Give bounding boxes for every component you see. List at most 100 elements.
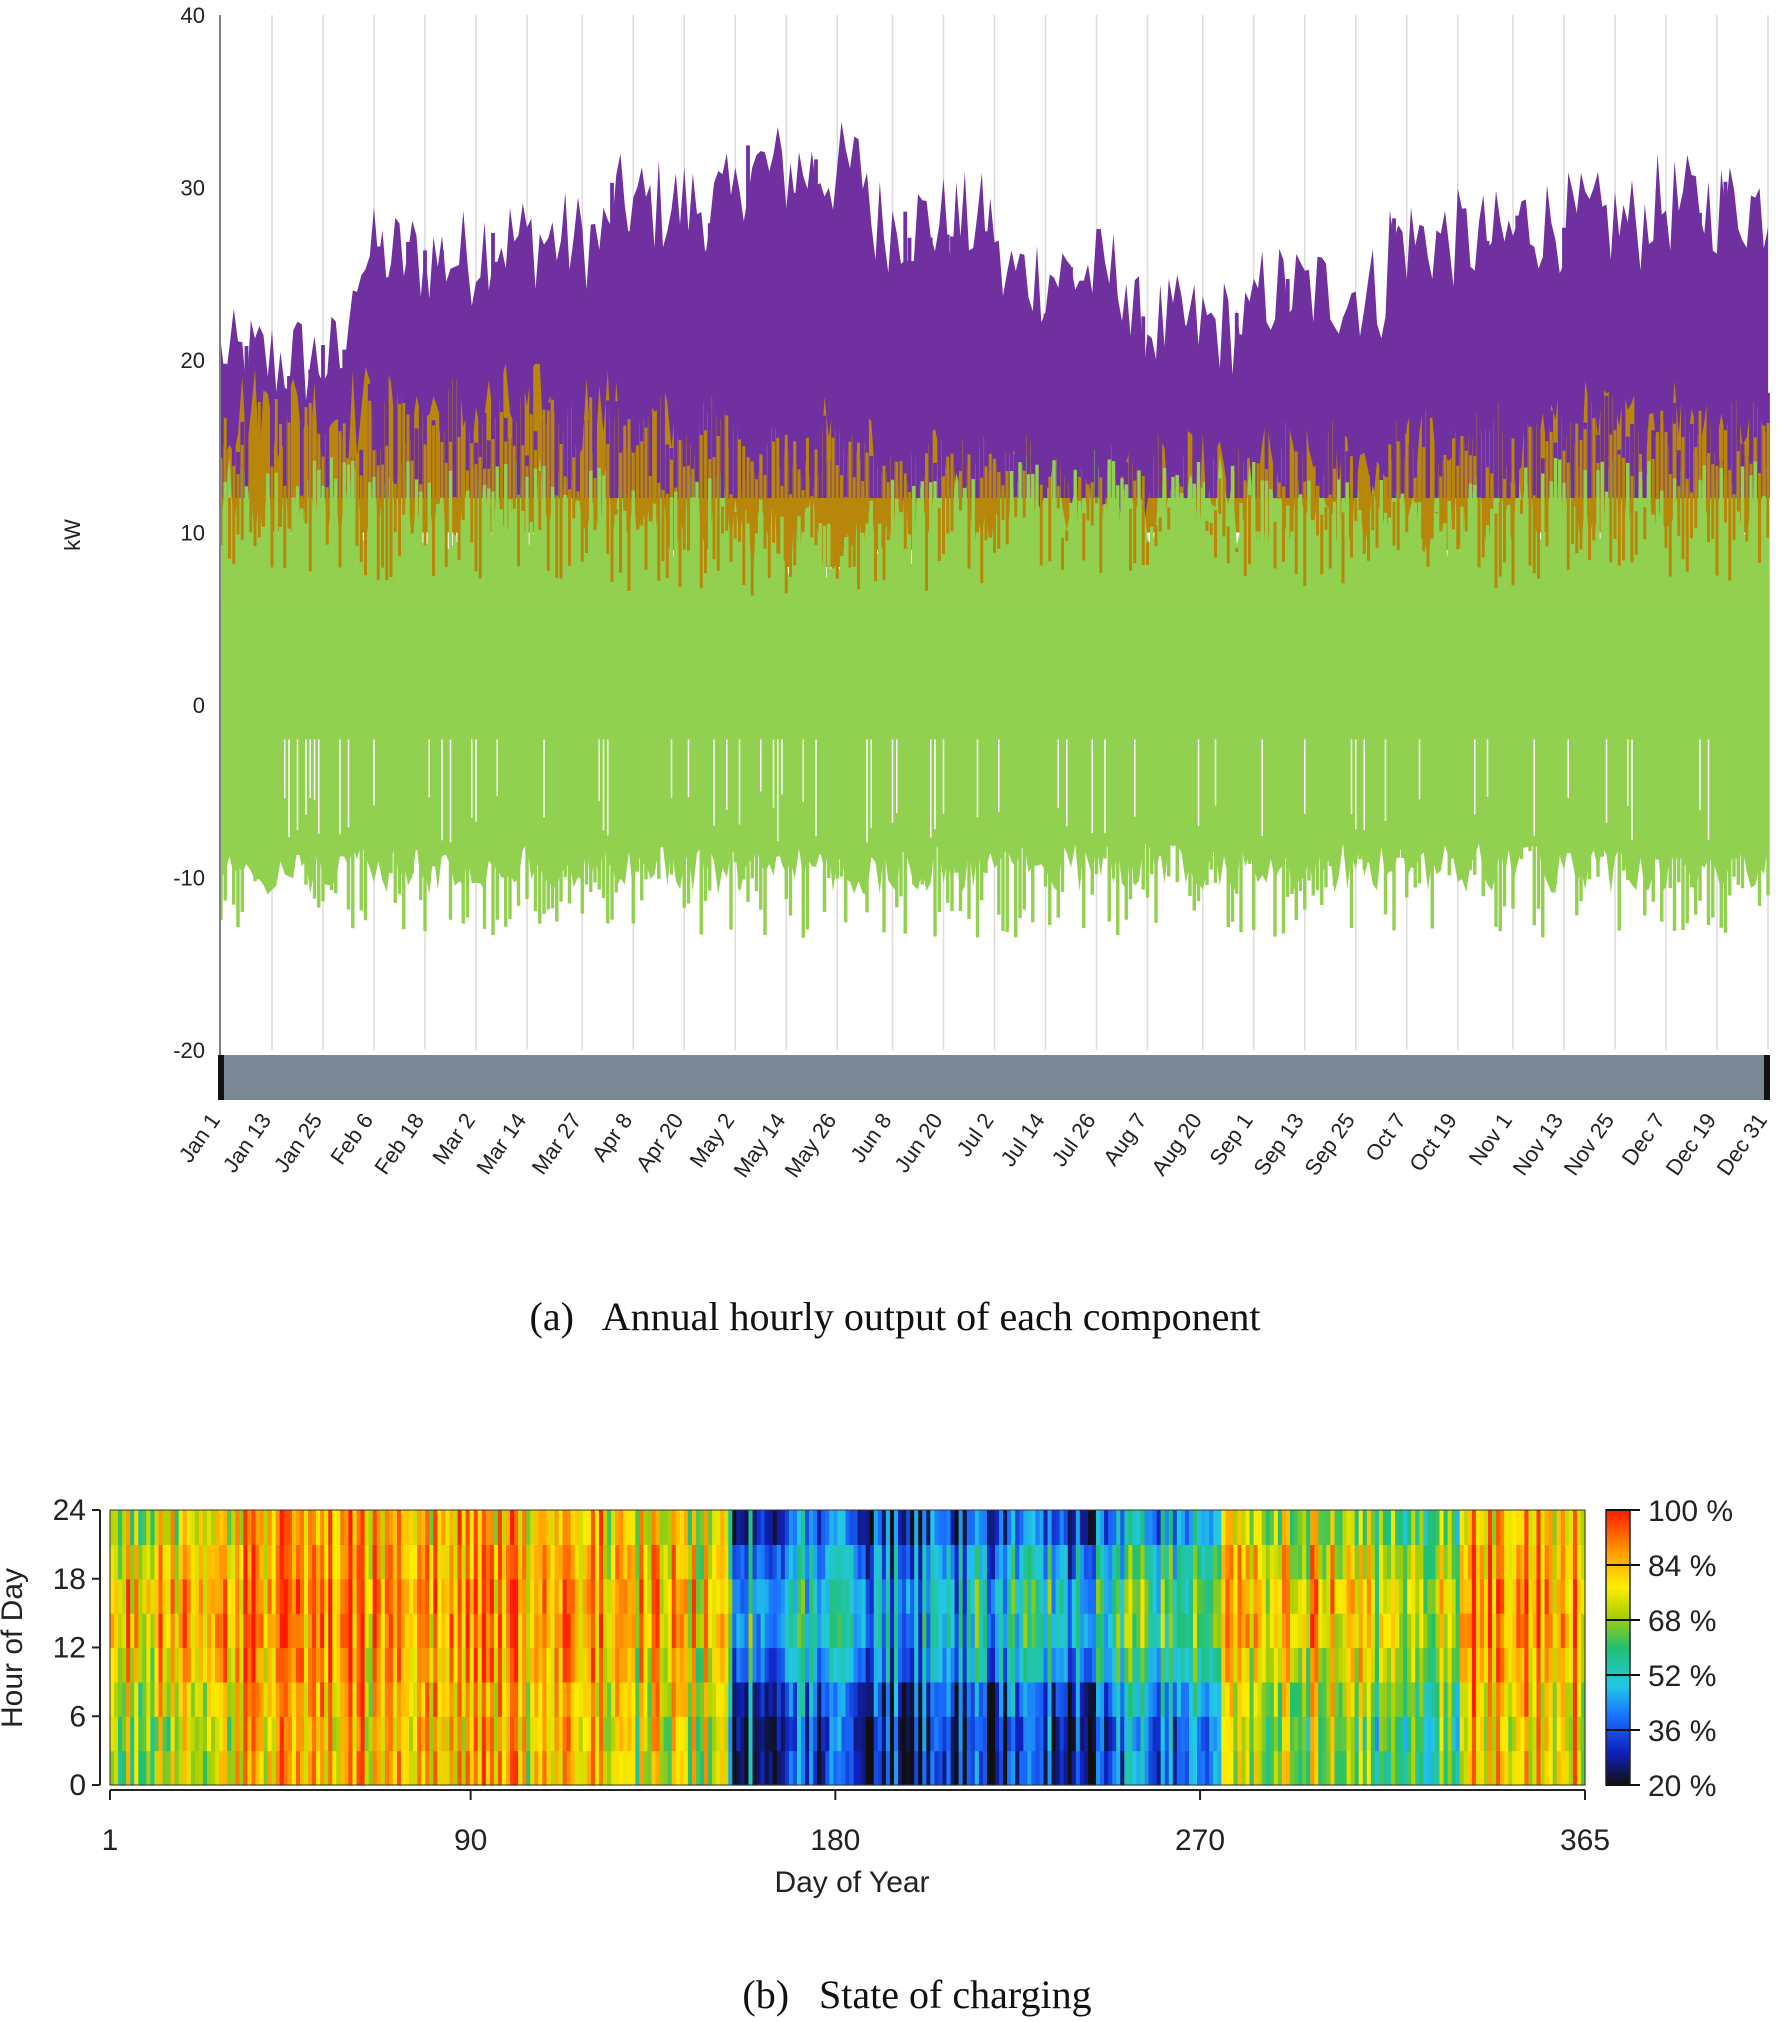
b-cell [615, 1647, 620, 1683]
b-cell [364, 1613, 370, 1649]
b-cell [1281, 1681, 1287, 1717]
b-cell [146, 1613, 152, 1649]
b-cell [768, 1681, 774, 1717]
b-cell [708, 1578, 713, 1614]
b-cell [118, 1578, 123, 1614]
b-cell [1512, 1578, 1517, 1614]
b-cell [118, 1544, 123, 1580]
b-cell [1253, 1510, 1259, 1545]
b-cell [1180, 1613, 1186, 1649]
b-cell [817, 1510, 822, 1545]
b-cell [303, 1613, 309, 1649]
b-cell [1136, 1578, 1142, 1614]
b-cell [1302, 1578, 1307, 1614]
b-cell [631, 1716, 636, 1752]
b-cell [792, 1647, 798, 1683]
b-cell [1492, 1647, 1497, 1683]
b-cell [348, 1544, 354, 1580]
b-cell [910, 1613, 915, 1649]
b-cell [889, 1510, 895, 1545]
b-cell [1342, 1544, 1348, 1580]
b-cell [1281, 1510, 1287, 1545]
b-cell [962, 1578, 968, 1614]
b-cell [986, 1578, 992, 1614]
a-range-scrollbar[interactable] [222, 1055, 1766, 1100]
b-cell [845, 1510, 851, 1545]
b-cell [186, 1647, 192, 1683]
b-cell [1164, 1647, 1170, 1683]
b-cell [174, 1716, 180, 1752]
b-cell [1201, 1578, 1206, 1614]
b-cell [756, 1544, 762, 1580]
b-cell [1520, 1544, 1525, 1580]
a-x-tick-label: Aug 7 [1098, 1109, 1151, 1170]
b-cell [1423, 1750, 1428, 1786]
b-cell [1386, 1544, 1392, 1580]
b-cell [1285, 1510, 1291, 1545]
b-cell [1096, 1681, 1101, 1717]
b-cell [594, 1613, 600, 1649]
b-cell [114, 1613, 119, 1649]
b-cell [1285, 1578, 1291, 1614]
b-cell [1201, 1716, 1206, 1752]
b-cell [514, 1681, 519, 1717]
b-cell [449, 1647, 455, 1683]
b-cell [538, 1544, 543, 1580]
b-cell [1136, 1750, 1142, 1786]
b-cell [1213, 1647, 1218, 1683]
a-range-handle-right[interactable] [1764, 1055, 1770, 1100]
b-cell [768, 1750, 774, 1786]
b-cell [118, 1647, 123, 1683]
b-cell [1156, 1647, 1162, 1683]
b-cell [465, 1544, 471, 1580]
b-cell [1075, 1510, 1081, 1545]
b-cell [1172, 1681, 1178, 1717]
b-cell [1269, 1750, 1275, 1786]
b-cell [433, 1647, 438, 1683]
b-cell [1391, 1613, 1396, 1649]
b-cell [243, 1681, 248, 1717]
b-cell [764, 1647, 770, 1683]
b-cell [154, 1716, 160, 1752]
b-cell [603, 1510, 608, 1545]
b-cell [1213, 1544, 1218, 1580]
b-cell [267, 1578, 273, 1614]
b-cell [223, 1716, 228, 1752]
b-cell [999, 1647, 1004, 1683]
b-cell [1059, 1613, 1065, 1649]
b-cell [510, 1716, 515, 1752]
b-cell [877, 1681, 883, 1717]
b-cell [372, 1510, 378, 1545]
b-cell [716, 1544, 721, 1580]
b-cell [1532, 1510, 1538, 1545]
b-cell [1435, 1647, 1441, 1683]
b-cell [1176, 1647, 1182, 1683]
b-cell [231, 1681, 236, 1717]
b-cell [255, 1613, 261, 1649]
b-cell [1108, 1647, 1113, 1683]
b-cell [1354, 1681, 1360, 1717]
b-cell [704, 1578, 709, 1614]
b-cell [320, 1750, 325, 1786]
b-cell [1144, 1578, 1150, 1614]
b-cell [805, 1578, 810, 1614]
b-cell [1168, 1716, 1174, 1752]
b-cell [1310, 1544, 1315, 1580]
b-cell [1229, 1510, 1235, 1545]
b-cell [857, 1716, 863, 1752]
b-cell [445, 1681, 451, 1717]
b-cell [364, 1544, 370, 1580]
b-cell [138, 1681, 143, 1717]
b-cell [417, 1647, 422, 1683]
b-cell [1423, 1716, 1428, 1752]
b-cell [1213, 1716, 1218, 1752]
b-cell [1225, 1716, 1230, 1752]
b-cell [1007, 1544, 1012, 1580]
b-cell [497, 1716, 503, 1752]
b-cell [566, 1510, 572, 1545]
b-cell [162, 1647, 168, 1683]
a-range-handle-left[interactable] [218, 1055, 224, 1100]
b-cell [768, 1510, 774, 1545]
b-cell [1019, 1544, 1024, 1580]
